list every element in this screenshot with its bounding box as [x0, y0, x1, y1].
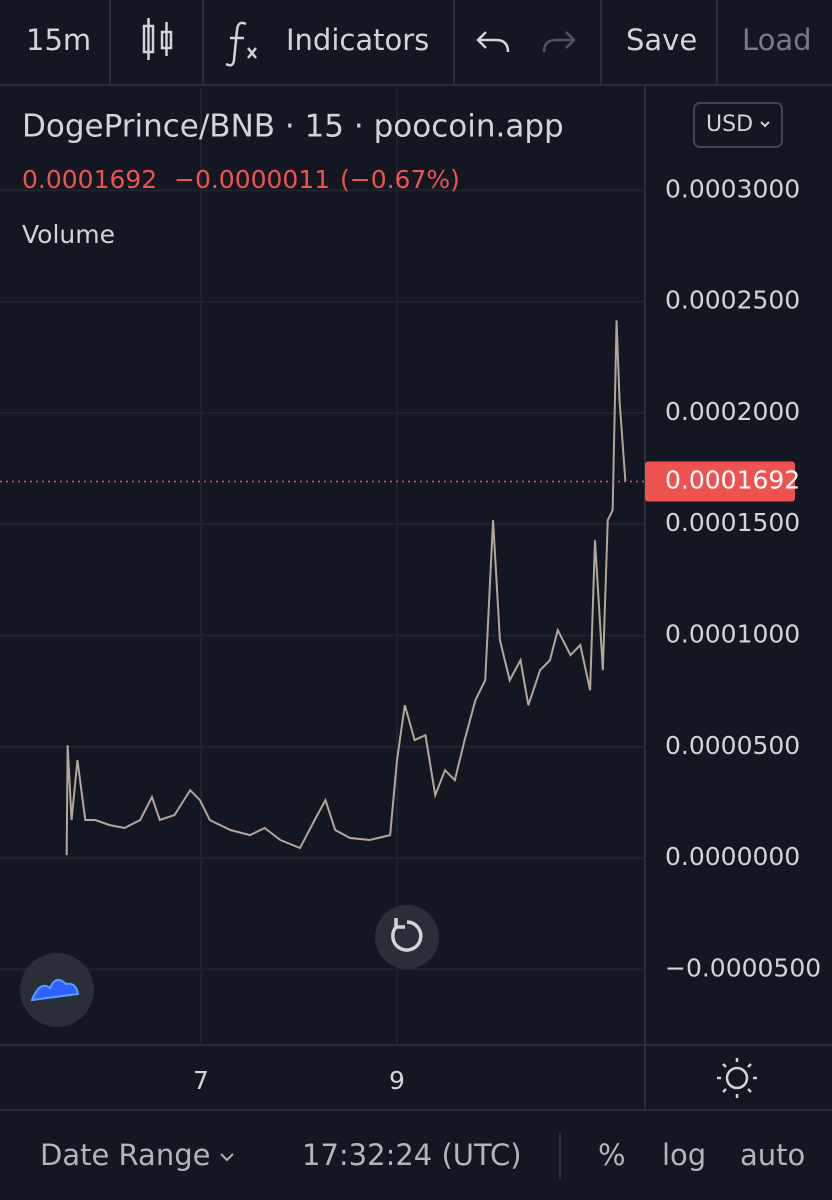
clock: 17:32:24 (UTC)	[302, 1138, 522, 1172]
settings-button[interactable]	[717, 1058, 757, 1098]
auto-button[interactable]: auto	[740, 1138, 805, 1172]
last-price-box	[645, 461, 795, 502]
chart-type-button[interactable]	[142, 18, 173, 60]
plot	[0, 88, 645, 1045]
price-line	[65, 320, 627, 856]
load-button[interactable]: Load	[742, 23, 812, 57]
redo-button[interactable]	[542, 31, 576, 53]
percent-button[interactable]: %	[598, 1138, 626, 1172]
currency-button[interactable]	[693, 102, 783, 148]
y-tick-label: 0.0000000	[665, 842, 800, 871]
volume-label: Volume	[22, 220, 115, 249]
undo-button[interactable]	[476, 31, 510, 53]
dropdown-arrow	[220, 1153, 234, 1162]
y-tick-label: −0.0000500	[665, 953, 821, 982]
price-change: −0.0000011	[174, 165, 330, 194]
last-price: 0.0001692	[22, 165, 157, 194]
symbol-title: DogePrince/BNB · 15 · poocoin.app	[22, 109, 564, 145]
toolbar: 15m Indicators Save Load	[0, 0, 832, 86]
price-change-percent: (−0.67%)	[340, 165, 460, 194]
y-tick-label: 0.0001500	[665, 508, 800, 537]
dropdown-arrow	[760, 121, 770, 128]
y-tick-label: 0.0000500	[665, 731, 800, 760]
indicators-button[interactable]: Indicators	[286, 23, 429, 57]
interval-button[interactable]: 15m	[26, 23, 91, 57]
last-price-label: 0.0001692	[665, 465, 800, 494]
save-button[interactable]: Save	[626, 23, 697, 57]
reset-icon	[391, 918, 423, 952]
y-tick-label: 0.0002000	[665, 397, 800, 426]
x-tick-label: 7	[193, 1066, 209, 1095]
reset-chart-button[interactable]	[375, 905, 439, 969]
y-tick-label: 0.0002500	[665, 286, 800, 315]
log-button[interactable]: log	[662, 1138, 706, 1172]
y-tick-label: 0.0001000	[665, 619, 800, 648]
date-range-button[interactable]: Date Range	[40, 1138, 210, 1172]
logo-cloud	[30, 978, 80, 1002]
indicators-icon	[225, 21, 257, 67]
y-tick-label: 0.0003000	[665, 174, 800, 203]
currency-label: USD	[706, 112, 753, 137]
x-tick-label: 9	[389, 1066, 405, 1095]
